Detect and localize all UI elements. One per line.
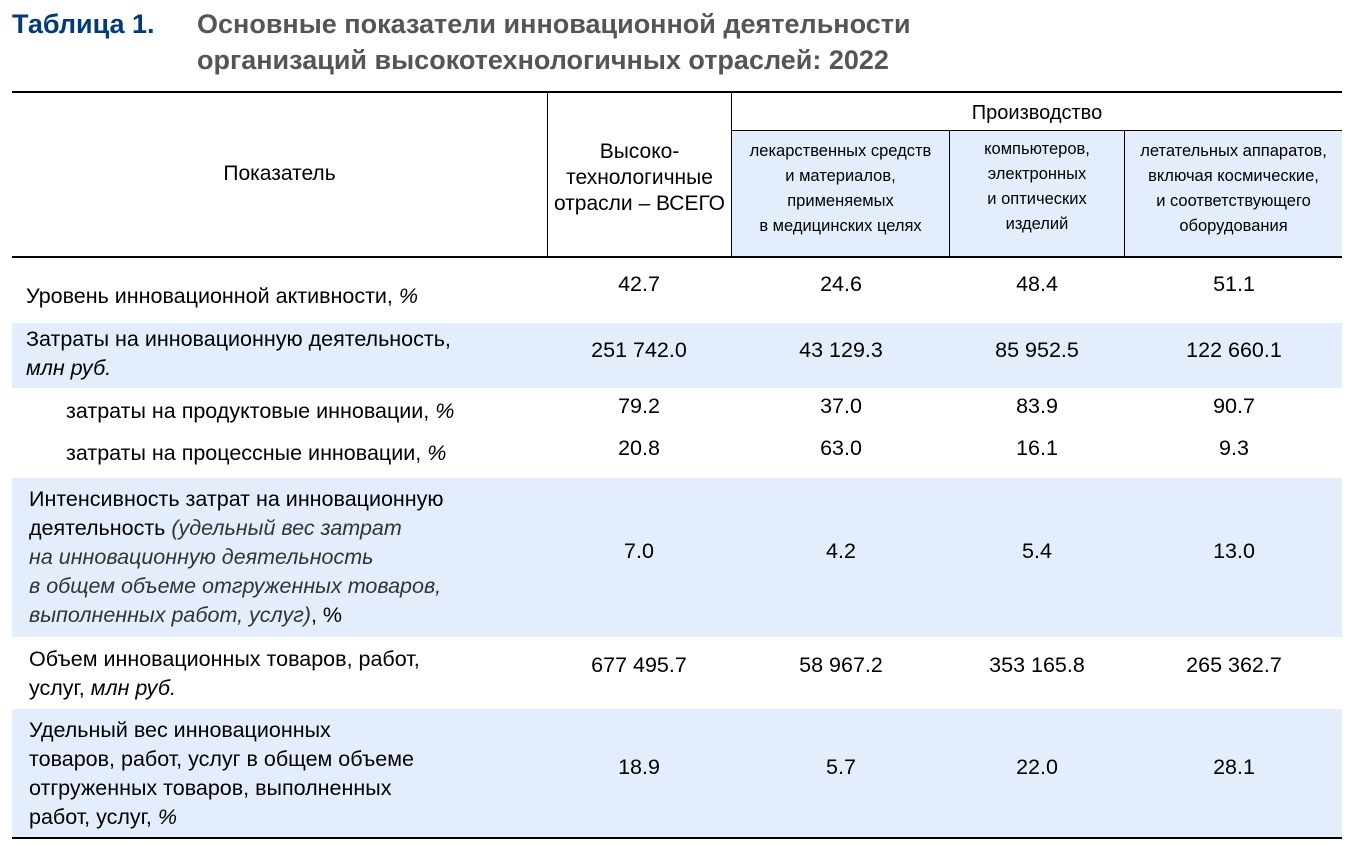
table-top-rule: [12, 91, 1342, 93]
header-line: лекарственных средств: [749, 142, 932, 160]
value-total: 18.9: [618, 755, 660, 779]
value-computers: 48.4: [1016, 272, 1058, 296]
value-aircraft: 265 362.7: [1186, 653, 1282, 677]
header-group-production: Производство: [971, 102, 1103, 124]
header-computers: компьютеров, электронных и оптических из…: [950, 137, 1124, 241]
header-bottom-rule: [12, 256, 1342, 258]
value-computers: 22.0: [1016, 755, 1058, 779]
header-line: включая космические,: [1148, 167, 1319, 185]
row-band: [12, 709, 1342, 837]
row-label: Затраты на инновационную деятельность, мл…: [26, 327, 451, 380]
value-total: 79.2: [618, 394, 660, 418]
value-aircraft: 13.0: [1213, 539, 1255, 563]
header-line: и материалов,: [785, 167, 896, 185]
value-aircraft: 90.7: [1213, 394, 1255, 418]
header-total-line: отрасли – ВСЕГО: [553, 192, 726, 215]
header-aircraft: летательных аппаратов, включая космическ…: [1125, 137, 1342, 241]
row-label: Интенсивность затрат на инновационную де…: [29, 487, 444, 627]
value-total: 251 742.0: [591, 338, 687, 362]
value-computers: 83.9: [1016, 394, 1058, 418]
table-number: Таблица 1.: [12, 9, 155, 39]
value-aircraft: 122 660.1: [1186, 338, 1282, 362]
header-line: и соответствующего: [1156, 192, 1311, 210]
value-computers: 5.4: [1022, 539, 1052, 563]
row-label: затраты на процессные инновации, %: [66, 441, 447, 465]
header-line: применяемых: [787, 192, 894, 210]
header-line: летательных аппаратов,: [1140, 142, 1327, 160]
value-aircraft: 28.1: [1213, 755, 1255, 779]
header-indicator: Показатель: [223, 162, 336, 185]
col-divider-3: [949, 131, 950, 256]
header-total: Высоко- технологичные отрасли – ВСЕГО: [548, 130, 731, 226]
value-total: 20.8: [618, 436, 660, 460]
row-band: [12, 478, 1342, 637]
subheader-band: [732, 131, 1342, 256]
header-line: компьютеров,: [984, 140, 1090, 158]
value-total: 7.0: [624, 539, 654, 563]
header-line: оборудования: [1179, 217, 1288, 235]
value-pharma: 37.0: [820, 394, 862, 418]
value-computers: 353 165.8: [989, 653, 1085, 677]
value-computers: 85 952.5: [995, 338, 1079, 362]
title-line-2: организаций высокотехнологичных отраслей…: [197, 45, 889, 75]
row-label: Объем инновационных товаров, работ, услу…: [29, 647, 420, 700]
header-line: в медицинских целях: [759, 217, 922, 235]
row-label: Удельный вес инновационных товаров, рабо…: [29, 718, 414, 829]
header-line: и оптических: [987, 190, 1087, 208]
col-divider-2: [731, 92, 732, 256]
header-line: изделий: [1005, 215, 1069, 233]
header-total-line: Высоко-: [599, 140, 680, 163]
value-pharma: 4.2: [826, 539, 856, 563]
value-pharma: 5.7: [826, 755, 856, 779]
header-total-line: технологичные: [566, 166, 713, 189]
row-label: Уровень инновационной активности, %: [26, 284, 419, 308]
value-total: 677 495.7: [591, 653, 687, 677]
value-pharma: 43 129.3: [799, 338, 883, 362]
value-total: 42.7: [618, 272, 660, 296]
table-bottom-rule: [12, 837, 1342, 839]
col-divider-1: [547, 92, 548, 256]
col-divider-4: [1124, 131, 1125, 256]
group-rule: [732, 130, 1342, 131]
row-band: [12, 323, 1342, 388]
value-aircraft: 9.3: [1219, 436, 1249, 460]
title-line-1: Основные показатели инновационной деятел…: [197, 9, 911, 39]
header-line: электронных: [987, 165, 1087, 183]
header-pharma: лекарственных средств и материалов, прим…: [732, 137, 949, 241]
value-computers: 16.1: [1016, 436, 1058, 460]
value-pharma: 24.6: [820, 272, 862, 296]
value-aircraft: 51.1: [1213, 272, 1255, 296]
value-pharma: 63.0: [820, 436, 862, 460]
value-pharma: 58 967.2: [799, 653, 883, 677]
row-label: затраты на продуктовые инновации, %: [66, 399, 455, 423]
